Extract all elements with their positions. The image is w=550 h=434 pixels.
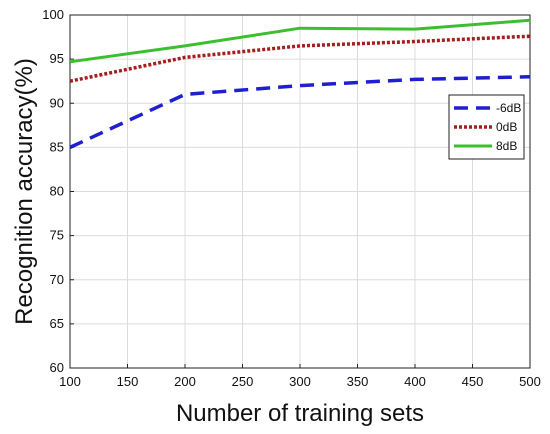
x-tick-label: 450 <box>462 374 484 389</box>
x-tick-label: 300 <box>289 374 311 389</box>
legend-label: -6dB <box>496 101 521 115</box>
y-tick-label: 100 <box>42 7 64 22</box>
series-line-8dB <box>69 18 531 64</box>
legend: -6dB 0dB 8dB <box>448 94 525 160</box>
y-tick-label: 90 <box>50 95 64 110</box>
legend-label: 0dB <box>496 120 517 134</box>
x-axis-title: Number of training sets <box>176 400 424 427</box>
y-axis-title: Recognition accuracy(%) <box>11 58 38 325</box>
x-tick-label: 100 <box>59 374 81 389</box>
x-tick-label: 250 <box>232 374 254 389</box>
series-line-0dB <box>69 34 531 83</box>
y-tick-label: 65 <box>50 316 64 331</box>
x-tick-label: 500 <box>519 374 541 389</box>
y-tick-label: 60 <box>50 360 64 375</box>
x-tick-label: 350 <box>347 374 369 389</box>
y-tick-label: 85 <box>50 139 64 154</box>
x-tick-label: 150 <box>117 374 139 389</box>
y-tick-label: 80 <box>50 184 64 199</box>
y-tick-label: 70 <box>50 272 64 287</box>
x-tick-label: 200 <box>174 374 196 389</box>
x-tick-label: 400 <box>404 374 426 389</box>
series-lines <box>69 18 531 149</box>
axis-ticks: 100 150 200 250 300 350 400 450 500 60 65 70 75 80 85 9… <box>42 7 541 389</box>
y-tick-label: 75 <box>50 228 64 243</box>
y-tick-label: 95 <box>50 51 64 66</box>
legend-label: 8dB <box>496 139 517 153</box>
